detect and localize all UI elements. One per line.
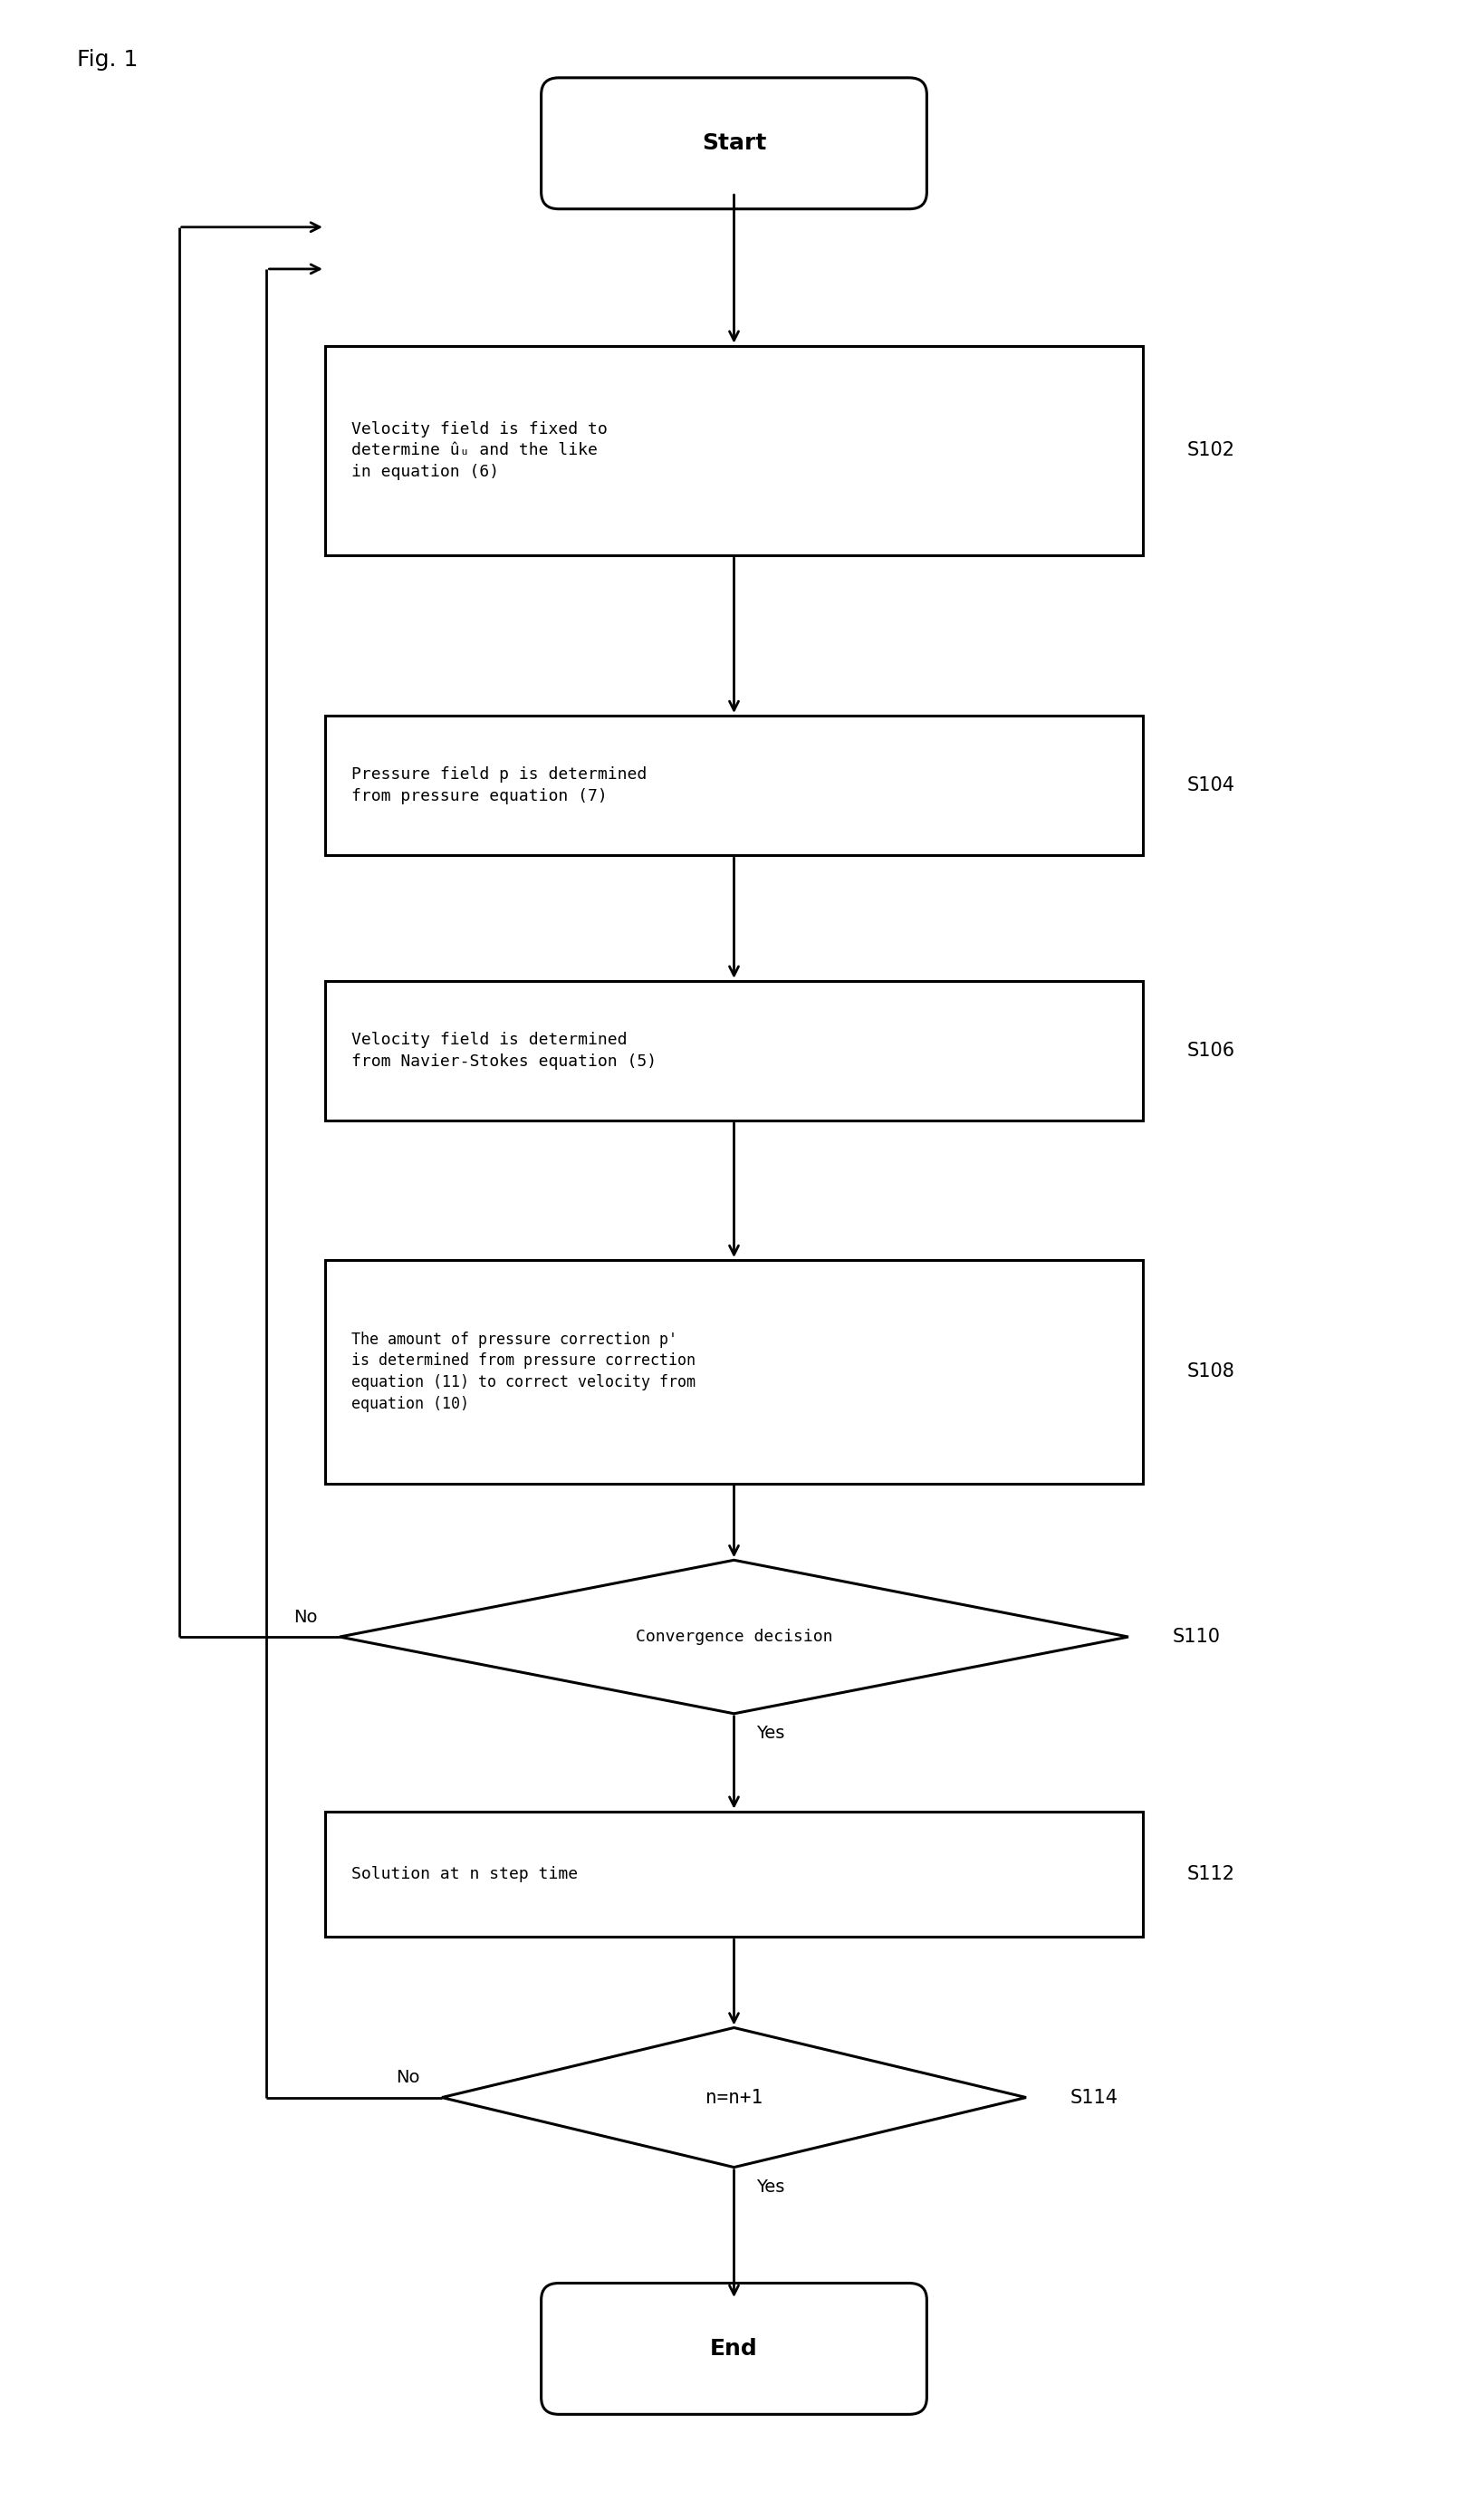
- Text: Yes: Yes: [756, 2177, 784, 2195]
- Text: S114: S114: [1070, 2089, 1119, 2107]
- Text: S112: S112: [1186, 1865, 1235, 1882]
- Text: Solution at n step time: Solution at n step time: [351, 1865, 578, 1882]
- Bar: [324, 980, 1144, 1121]
- FancyBboxPatch shape: [542, 2283, 926, 2414]
- Bar: [324, 1812, 1144, 1938]
- Bar: [324, 1260, 1144, 1484]
- Bar: [324, 716, 1144, 854]
- Text: Convergence decision: Convergence decision: [636, 1628, 832, 1646]
- FancyBboxPatch shape: [542, 78, 926, 209]
- Text: No: No: [294, 1608, 317, 1625]
- Text: Velocity field is determined
from Navier-Stokes equation (5): Velocity field is determined from Navier…: [351, 1031, 656, 1068]
- Text: The amount of pressure correction p'
is determined from pressure correction
equa: The amount of pressure correction p' is …: [351, 1331, 696, 1411]
- Polygon shape: [442, 2029, 1026, 2167]
- Text: Start: Start: [702, 134, 766, 154]
- Polygon shape: [339, 1560, 1129, 1714]
- Text: n=n+1: n=n+1: [706, 2089, 762, 2107]
- Text: End: End: [711, 2339, 757, 2359]
- Text: S106: S106: [1186, 1041, 1235, 1061]
- Text: S104: S104: [1186, 776, 1235, 794]
- Text: No: No: [396, 2069, 420, 2087]
- Text: Fig. 1: Fig. 1: [76, 48, 138, 71]
- Text: Pressure field p is determined
from pressure equation (7): Pressure field p is determined from pres…: [351, 766, 647, 804]
- Text: S110: S110: [1171, 1628, 1220, 1646]
- Text: S102: S102: [1186, 441, 1235, 459]
- Text: Velocity field is fixed to
determine ûᵤ and the like
in equation (6): Velocity field is fixed to determine ûᵤ …: [351, 421, 608, 479]
- Text: S108: S108: [1186, 1363, 1235, 1381]
- Text: Yes: Yes: [756, 1724, 784, 1741]
- Bar: [324, 345, 1144, 554]
